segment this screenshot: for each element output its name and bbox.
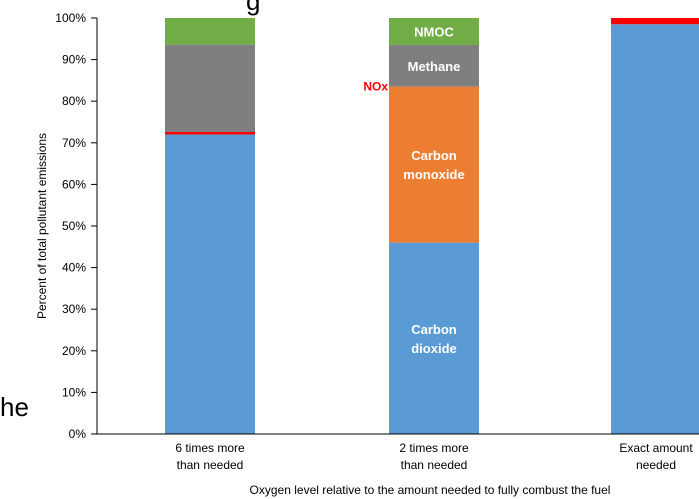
bar-segment-methane <box>165 44 255 132</box>
y-tick-label: 30% <box>62 302 86 316</box>
y-axis-ticks: 0% 10% 20% 30% 40% 50% 60% 70% 80% 90% 100% <box>55 11 86 441</box>
y-tick-label: 20% <box>62 344 86 358</box>
y-tick-label: 50% <box>62 219 86 233</box>
x-axis-title: Oxygen level relative to the amount need… <box>250 483 611 497</box>
bar-segment-carbon-dioxide <box>389 242 479 434</box>
y-tick-label: 10% <box>62 385 86 399</box>
top-text-fragment: g <box>246 0 261 16</box>
bar-segment-nmoc <box>389 18 479 46</box>
segment-label-nox: NOx <box>363 80 388 94</box>
bar-segment-nmoc <box>165 18 255 45</box>
category-label: than needed <box>401 458 468 472</box>
bar-segment-carbon-dioxide <box>611 24 699 435</box>
y-tick-label: 0% <box>69 427 87 441</box>
y-tick-label: 80% <box>62 94 86 108</box>
segment-label-nmoc: NMOC <box>414 25 454 40</box>
segment-label-carbon-monoxide: Carbon <box>411 148 457 163</box>
segment-label-carbon-dioxide: dioxide <box>411 341 457 356</box>
bars <box>165 18 699 435</box>
category-label: than needed <box>177 458 244 472</box>
segment-label-carbon-monoxide: monoxide <box>403 167 464 182</box>
segment-label-methane: Methane <box>408 59 461 74</box>
y-axis-title: Percent of total pollutant emissions <box>35 133 49 319</box>
y-tick-label: 100% <box>55 11 86 25</box>
bar-segment-nox <box>611 18 699 25</box>
bar-segment-nox <box>165 131 255 135</box>
y-tick-label: 70% <box>62 136 86 150</box>
category-labels: 6 times more than needed 2 times more than … <box>175 441 693 472</box>
y-tick-label: 40% <box>62 261 86 275</box>
segment-label-carbon-dioxide: Carbon <box>411 322 457 337</box>
left-text-fragment: he <box>0 392 29 422</box>
y-tick-label: 60% <box>62 177 86 191</box>
y-tick-label: 90% <box>62 53 86 67</box>
category-label: needed <box>636 458 676 472</box>
bar-segment-carbon-dioxide <box>165 134 255 435</box>
category-label: 6 times more <box>175 441 245 455</box>
bar-segment-carbon-monoxide <box>389 86 479 243</box>
category-label: Exact amount <box>619 441 693 455</box>
axes <box>91 17 699 435</box>
category-label: 2 times more <box>399 441 469 455</box>
bar-segment-methane <box>389 45 479 87</box>
segment-labels: Carbon dioxide Carbon monoxide Methane NMOC NO… <box>363 25 464 356</box>
